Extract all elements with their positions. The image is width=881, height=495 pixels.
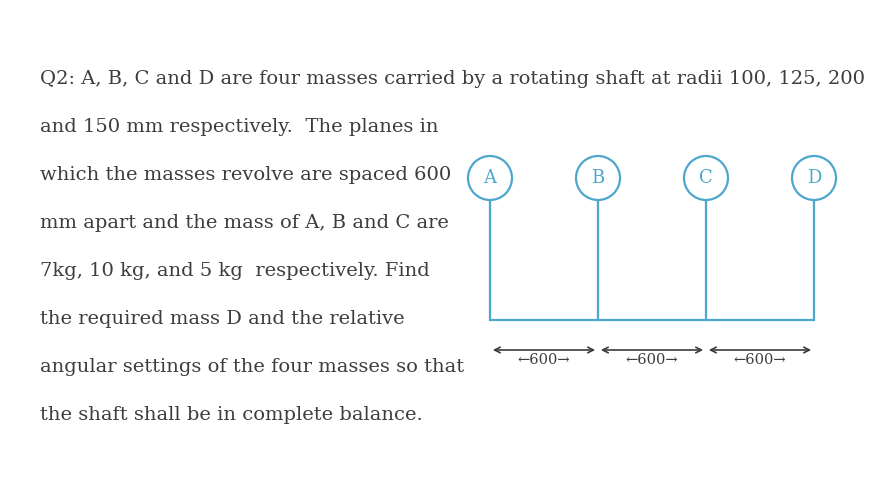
Text: Q2: A, B, C and D are four masses carried by a rotating shaft at radii 100, 125,: Q2: A, B, C and D are four masses carrie… <box>40 70 865 88</box>
Text: mm apart and the mass of A, B and C are: mm apart and the mass of A, B and C are <box>40 214 449 232</box>
Text: ←600→: ←600→ <box>626 353 678 367</box>
Text: C: C <box>700 169 713 187</box>
Text: B: B <box>591 169 604 187</box>
Text: which the masses revolve are spaced 600: which the masses revolve are spaced 600 <box>40 166 451 184</box>
Text: ←600→: ←600→ <box>734 353 787 367</box>
Text: the required mass D and the relative: the required mass D and the relative <box>40 310 404 328</box>
Text: the shaft shall be in complete balance.: the shaft shall be in complete balance. <box>40 406 423 424</box>
Text: ←600→: ←600→ <box>518 353 570 367</box>
Text: angular settings of the four masses so that: angular settings of the four masses so t… <box>40 358 464 376</box>
Text: 7kg, 10 kg, and 5 kg  respectively. Find: 7kg, 10 kg, and 5 kg respectively. Find <box>40 262 430 280</box>
Text: D: D <box>807 169 821 187</box>
Text: A: A <box>484 169 497 187</box>
Text: and 150 mm respectively.  The planes in: and 150 mm respectively. The planes in <box>40 118 439 136</box>
